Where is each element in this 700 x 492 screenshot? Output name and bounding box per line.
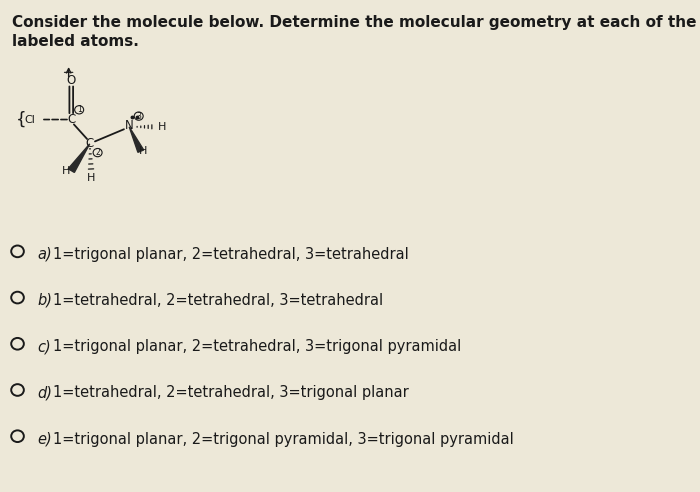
- Text: H: H: [158, 122, 167, 132]
- Text: 1=tetrahedral, 2=tetrahedral, 3=trigonal planar: 1=tetrahedral, 2=tetrahedral, 3=trigonal…: [52, 385, 409, 400]
- Text: C: C: [67, 113, 76, 126]
- Text: 2: 2: [95, 148, 100, 157]
- Text: Consider the molecule below. Determine the molecular geometry at each of the 3: Consider the molecule below. Determine t…: [13, 15, 700, 30]
- Text: 3: 3: [136, 112, 141, 121]
- Text: 1=trigonal planar, 2=trigonal pyramidal, 3=trigonal pyramidal: 1=trigonal planar, 2=trigonal pyramidal,…: [52, 431, 514, 447]
- Text: O: O: [66, 74, 76, 87]
- Text: e): e): [37, 431, 52, 447]
- Text: C: C: [85, 137, 94, 151]
- Text: Cl: Cl: [25, 115, 36, 124]
- Text: 1=trigonal planar, 2=tetrahedral, 3=tetrahedral: 1=trigonal planar, 2=tetrahedral, 3=tetr…: [52, 247, 409, 262]
- Polygon shape: [68, 144, 90, 172]
- Text: 1=tetrahedral, 2=tetrahedral, 3=tetrahedral: 1=tetrahedral, 2=tetrahedral, 3=tetrahed…: [52, 293, 383, 308]
- Polygon shape: [130, 127, 144, 153]
- Text: b): b): [37, 293, 52, 308]
- Text: N: N: [125, 119, 134, 132]
- Text: 1: 1: [77, 105, 81, 114]
- Text: H: H: [62, 166, 70, 176]
- Text: c): c): [37, 339, 51, 354]
- Text: d): d): [37, 385, 52, 400]
- Text: H: H: [87, 173, 95, 183]
- Text: labeled atoms.: labeled atoms.: [13, 34, 139, 49]
- Text: H: H: [139, 146, 148, 156]
- Text: 1=trigonal planar, 2=tetrahedral, 3=trigonal pyramidal: 1=trigonal planar, 2=tetrahedral, 3=trig…: [52, 339, 461, 354]
- Text: {: {: [16, 111, 27, 128]
- Text: a): a): [37, 247, 52, 262]
